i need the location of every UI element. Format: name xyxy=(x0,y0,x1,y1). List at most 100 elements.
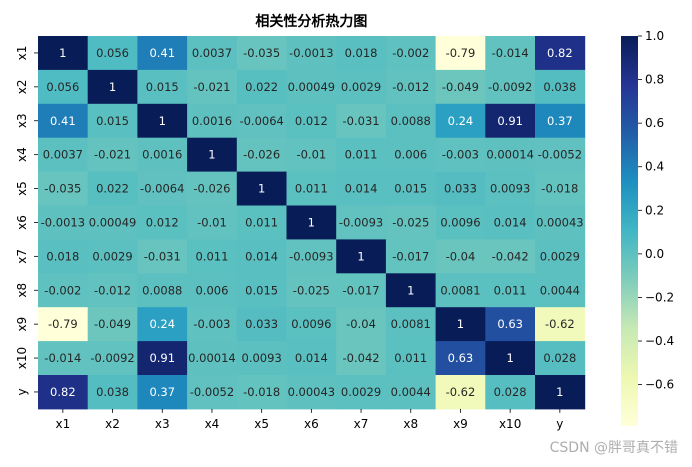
watermark: CSDN @胖哥真不错 xyxy=(549,440,678,456)
colorbar-tick-label: 0.4 xyxy=(645,160,664,174)
heatmap-cell xyxy=(236,69,287,105)
heatmap-cell xyxy=(87,103,138,139)
colorbar xyxy=(621,36,638,426)
heatmap-cell xyxy=(87,205,138,240)
cell-value-label: -0.0013 xyxy=(41,215,85,229)
heatmap-cell xyxy=(187,307,238,342)
heatmap-cell xyxy=(87,273,138,308)
cell-value-label: 0.0081 xyxy=(440,283,480,297)
heatmap-cell xyxy=(38,69,89,105)
cell-value-label: -0.031 xyxy=(343,114,380,128)
heatmap-cell xyxy=(336,137,387,173)
heatmap-cell xyxy=(485,375,536,410)
cell-value-label: 1 xyxy=(159,114,166,128)
heatmap-cell xyxy=(385,239,437,274)
heatmap-cell xyxy=(535,137,586,173)
heatmap-cell xyxy=(385,69,437,105)
heatmap-cell xyxy=(87,69,138,105)
heatmap-cell xyxy=(435,375,486,410)
heatmap-cell xyxy=(87,171,138,206)
heatmap-cell xyxy=(38,36,89,71)
heatmap-cell xyxy=(286,36,337,71)
heatmap-cell xyxy=(535,103,586,139)
cell-value-label: 0.0016 xyxy=(142,148,182,162)
x-tick-label: x8 xyxy=(403,417,418,431)
cell-value-label: 0.63 xyxy=(448,351,474,365)
cell-value-label: 0.012 xyxy=(295,114,328,128)
heatmap-cell xyxy=(38,137,89,173)
cell-value-label: 1 xyxy=(208,148,215,162)
cell-value-label: 0.011 xyxy=(195,249,228,263)
heatmap-cell xyxy=(435,171,486,206)
cell-value-label: -0.0064 xyxy=(239,114,283,128)
heatmap-cell xyxy=(137,69,188,105)
cell-value-label: 0.015 xyxy=(96,114,129,128)
colorbar-tick-label: 0.2 xyxy=(645,203,664,217)
heatmap-cell xyxy=(137,239,188,274)
heatmap-cell xyxy=(385,341,437,376)
heatmap-cell xyxy=(87,307,138,342)
heatmap-cell xyxy=(485,239,536,274)
cell-value-label: 0.0037 xyxy=(43,148,83,162)
cell-value-label: -0.049 xyxy=(442,80,479,94)
heatmap-cell xyxy=(236,171,287,206)
cell-value-label: 0.015 xyxy=(245,283,278,297)
heatmap-cell xyxy=(38,307,89,342)
cell-value-label: -0.035 xyxy=(243,46,280,60)
heatmap-cell xyxy=(38,273,89,308)
colorbar-tick-label: 0.6 xyxy=(645,116,664,130)
x-tick-label: x10 xyxy=(499,417,521,431)
x-tick-label: x3 xyxy=(155,417,170,431)
cell-value-label: -0.035 xyxy=(44,182,81,196)
heatmap-cell xyxy=(535,341,586,376)
heatmap-cell xyxy=(187,239,238,274)
cell-value-label: -0.042 xyxy=(343,351,380,365)
heatmap-cell xyxy=(435,273,486,308)
cell-value-label: -0.025 xyxy=(392,215,429,229)
heatmap-cell xyxy=(286,137,337,173)
cell-value-label: 0.0096 xyxy=(291,317,331,331)
cell-value-label: -0.014 xyxy=(44,351,81,365)
cell-value-label: -0.0052 xyxy=(538,148,582,162)
heatmap-cell xyxy=(286,69,337,105)
cell-value-label: 0.012 xyxy=(146,215,179,229)
cell-value-label: 1 xyxy=(258,182,265,196)
cell-value-label: 0.0029 xyxy=(92,249,132,263)
cell-value-label: 0.056 xyxy=(96,46,129,60)
cell-value-label: 0.028 xyxy=(494,385,527,399)
cell-value-label: 0.022 xyxy=(96,182,129,196)
cell-value-label: 0.82 xyxy=(547,46,573,60)
heatmap-cell xyxy=(336,36,387,71)
cell-value-label: 0.0029 xyxy=(341,385,381,399)
heatmap-cell xyxy=(137,103,188,139)
heatmap-cell xyxy=(187,273,238,308)
heatmap-cell xyxy=(385,103,437,139)
cell-value-label: 1 xyxy=(457,317,464,331)
cell-value-label: -0.018 xyxy=(541,182,578,196)
heatmap-cell xyxy=(535,36,586,71)
heatmap-cell xyxy=(535,307,586,342)
cell-value-label: -0.0093 xyxy=(289,249,333,263)
cell-value-label: -0.003 xyxy=(193,317,230,331)
cell-value-label: 0.038 xyxy=(543,80,576,94)
heatmap-cell xyxy=(236,239,287,274)
cell-value-label: -0.026 xyxy=(243,148,280,162)
heatmap-cell xyxy=(535,171,586,206)
heatmap-cell xyxy=(336,103,387,139)
cell-value-label: 0.00049 xyxy=(288,80,336,94)
colorbar-tick-label: −0.2 xyxy=(645,290,674,304)
heatmap-cell xyxy=(236,307,287,342)
cell-value-label: 0.0093 xyxy=(242,351,282,365)
x-tick-label: x4 xyxy=(205,417,220,431)
colorbar-tick-label: −0.6 xyxy=(645,378,674,392)
heatmap-cell xyxy=(435,239,486,274)
heatmap-cell xyxy=(485,69,536,105)
cell-value-label: 0.00043 xyxy=(536,215,584,229)
cell-value-label: -0.62 xyxy=(545,317,575,331)
heatmap-cell xyxy=(236,375,287,410)
heatmap-cell xyxy=(435,36,486,71)
cell-value-label: -0.012 xyxy=(392,80,429,94)
y-tick-label: x7 xyxy=(15,249,29,264)
cell-value-label: -0.025 xyxy=(293,283,330,297)
